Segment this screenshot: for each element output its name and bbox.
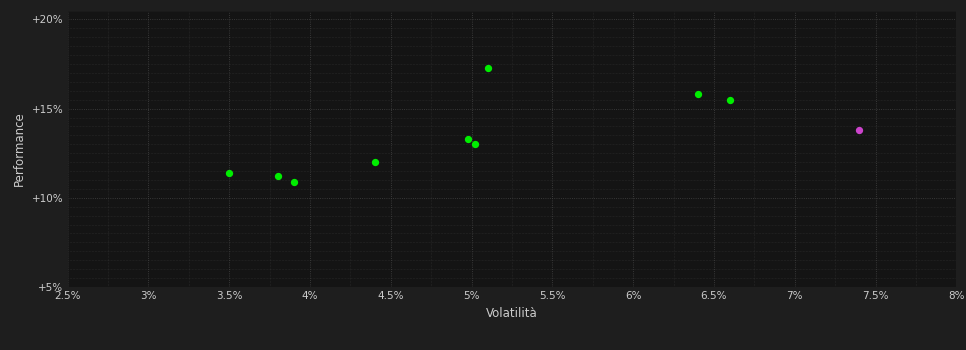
Point — [723, 97, 738, 103]
Point — [480, 65, 496, 70]
Point — [461, 136, 476, 142]
Point — [221, 170, 237, 176]
Point — [367, 159, 383, 165]
X-axis label: Volatilità: Volatilità — [486, 307, 538, 320]
Point — [286, 179, 301, 184]
Point — [690, 92, 705, 97]
Point — [270, 174, 285, 179]
Point — [852, 127, 867, 133]
Y-axis label: Performance: Performance — [14, 111, 26, 186]
Point — [468, 141, 483, 147]
